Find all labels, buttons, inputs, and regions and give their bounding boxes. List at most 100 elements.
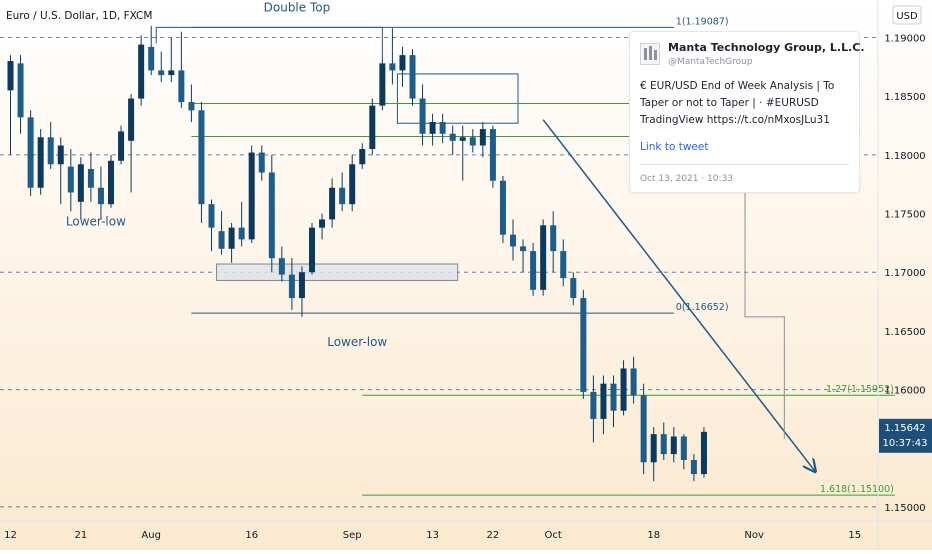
candle-body [238,227,245,240]
bar-countdown: 10:37:43 [883,438,928,449]
candle-body [349,164,356,205]
candle-body [288,274,295,299]
candle-body [590,391,597,419]
fib-level-label: 1.27(1.15952) [826,384,894,395]
candle-body [520,246,527,252]
candle-body [178,70,185,103]
price-axis-label: 1.15000 [884,503,925,514]
candle-body [37,137,44,188]
price-axis-label: 1.17500 [884,210,925,221]
candle-body [560,251,567,279]
candle-body [268,172,275,259]
candle-body [309,227,315,273]
symbol-title: Euro / U.S. Dollar, 1D, FXCM [6,10,152,22]
candle-body [168,70,175,76]
time-axis-label: Nov [744,530,764,541]
candle-body [459,137,466,141]
candle-body [650,434,657,463]
time-axis-label: 21 [74,530,87,541]
price-zone [396,73,519,124]
candle-body [57,145,64,165]
company-logo-icon [640,43,660,65]
price-axis-label: 1.19000 [884,34,925,45]
candle-body [67,166,74,193]
candle-body [570,278,577,299]
tweet-divider [640,164,849,165]
tweet-link[interactable]: Link to tweet [640,141,709,153]
candle-body [489,129,496,181]
candle-body [298,272,305,299]
price-axis-label: 1.16500 [884,327,925,338]
candle-body [610,383,617,411]
fib-level-label: 1.618(1.15100) [820,484,894,495]
tweet-handle: @MantaTechGroup [668,57,753,67]
double-top-bracket [155,26,383,62]
candle-body [700,431,707,475]
fib-level-label: 0(1.16652) [676,302,729,313]
candle-body [128,98,135,141]
candle-body [550,225,557,252]
chart-annotation: Lower-low [66,214,126,228]
candle-body [198,110,205,205]
time-axis-label: Aug [141,530,161,541]
candle-body [540,225,547,290]
time-axis-label: 16 [245,530,258,541]
candle-body [7,61,14,91]
downtrend-arrow [542,119,814,471]
currency-button-label: USD [896,11,918,22]
candle-body [108,160,114,205]
tweet-date: Oct 13, 2021 · 10:33 [640,174,734,184]
candle-body [640,395,647,463]
candle-body [319,219,326,228]
time-axis-label: Sep [343,530,362,541]
candle-body [580,298,587,392]
candle-body [600,383,607,419]
candle-body [419,98,426,134]
candle-body [630,368,637,396]
candle-body [258,152,265,173]
candle-body [208,204,215,228]
candle-body [680,436,687,460]
candle-body [47,137,54,165]
time-axis-label: 15 [848,530,861,541]
candle-body [439,122,446,134]
price-axis-label: 1.18500 [884,92,925,103]
last-price-badge: 1.15642 10:37:43 [879,418,932,453]
last-price-badge-box [879,418,932,453]
fib-level-label: 1(1.19087) [676,16,729,27]
candle-body [77,164,84,202]
tweet-card[interactable]: Manta Technology Group, L.L.C. @MantaTec… [629,31,865,193]
candle-body [87,168,94,188]
candle-body [499,180,506,235]
candle-body [188,102,195,111]
time-axis-label: 22 [487,530,500,541]
last-price-value: 1.15642 [884,423,925,434]
candle-body [138,44,145,99]
time-axis[interactable]: 12 21 Aug 16 Sep 13 22 Oct 18 Nov 15 [4,530,861,541]
candle-body [369,105,376,150]
candle-body [429,122,436,134]
drawings: Double Top Lower-low Lower-low [66,1,815,471]
candle-body [329,187,336,220]
candle-body [479,129,486,146]
candle-body [660,434,667,455]
tweet-text: € EUR/USD End of Week Analysis | To Tape… [640,80,835,126]
candle-body [409,55,416,99]
currency-button[interactable]: USD [892,5,922,25]
candle-body [359,149,366,165]
candle-body [379,63,386,106]
zones [216,73,519,281]
candle-body [248,152,255,240]
time-axis-label: 13 [426,530,439,541]
currency-button-frame [892,5,922,25]
candles [7,25,707,482]
price-zone [216,263,459,281]
time-axis-label: Oct [545,530,562,541]
chart-annotation: Double Top [264,1,331,15]
price-axis-label: 1.16000 [884,386,925,397]
candle-body [399,55,406,71]
candle-body [17,63,24,118]
candle-body [530,251,537,290]
candle-body [158,70,165,76]
